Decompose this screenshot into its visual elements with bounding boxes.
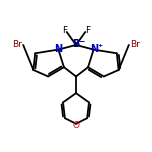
Text: B: B (72, 40, 80, 50)
Text: N: N (54, 44, 62, 54)
Text: −: − (78, 37, 84, 46)
Text: O: O (73, 121, 79, 130)
Text: Br: Br (130, 40, 140, 48)
Text: +: + (97, 43, 103, 48)
Text: Br: Br (12, 40, 22, 48)
Text: N: N (90, 44, 98, 54)
Text: F: F (62, 26, 67, 35)
Text: F: F (85, 26, 90, 35)
